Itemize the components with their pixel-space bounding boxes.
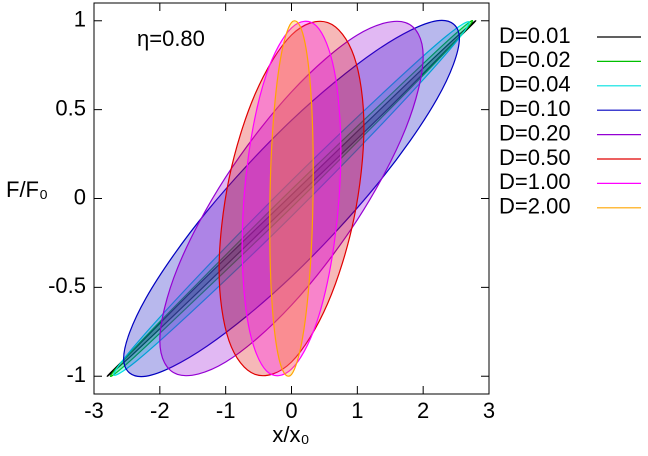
y-axis-label: F/F₀ xyxy=(6,177,48,202)
legend-label: D=0.50 xyxy=(499,145,571,170)
x-tick-label: 1 xyxy=(351,398,363,423)
x-tick-label: -1 xyxy=(216,398,236,423)
legend-label: D=2.00 xyxy=(499,194,571,219)
hysteresis-loop xyxy=(113,21,470,376)
hysteresis-loop xyxy=(159,20,424,377)
legend-label: D=0.01 xyxy=(499,23,571,48)
y-tick-label: 1 xyxy=(74,7,86,32)
legend-label: D=1.00 xyxy=(499,169,571,194)
legend-label: D=0.02 xyxy=(499,47,571,72)
x-tick-label: 0 xyxy=(285,398,297,423)
legend-label: D=0.04 xyxy=(499,72,571,97)
legend-label: D=0.10 xyxy=(499,96,571,121)
x-tick-label: -3 xyxy=(84,398,104,423)
y-tick-label: -1 xyxy=(66,362,86,387)
hysteresis-loop xyxy=(241,20,342,377)
hysteresis-loop xyxy=(106,20,477,377)
hysteresis-loop xyxy=(109,20,474,377)
y-tick-label: 0 xyxy=(74,184,86,209)
y-tick-label: 0.5 xyxy=(55,95,86,120)
x-tick-label: -2 xyxy=(150,398,170,423)
annotation: η=0.80 xyxy=(137,26,205,51)
x-axis-label: x/x₀ xyxy=(272,422,309,447)
legend-label: D=0.20 xyxy=(499,120,571,145)
hysteresis-loop xyxy=(218,20,365,377)
y-tick-label: -0.5 xyxy=(48,273,86,298)
hysteresis-loop xyxy=(123,19,460,378)
x-tick-label: 2 xyxy=(417,398,429,423)
x-tick-label: 3 xyxy=(483,398,495,423)
hysteresis-loop xyxy=(269,20,314,377)
